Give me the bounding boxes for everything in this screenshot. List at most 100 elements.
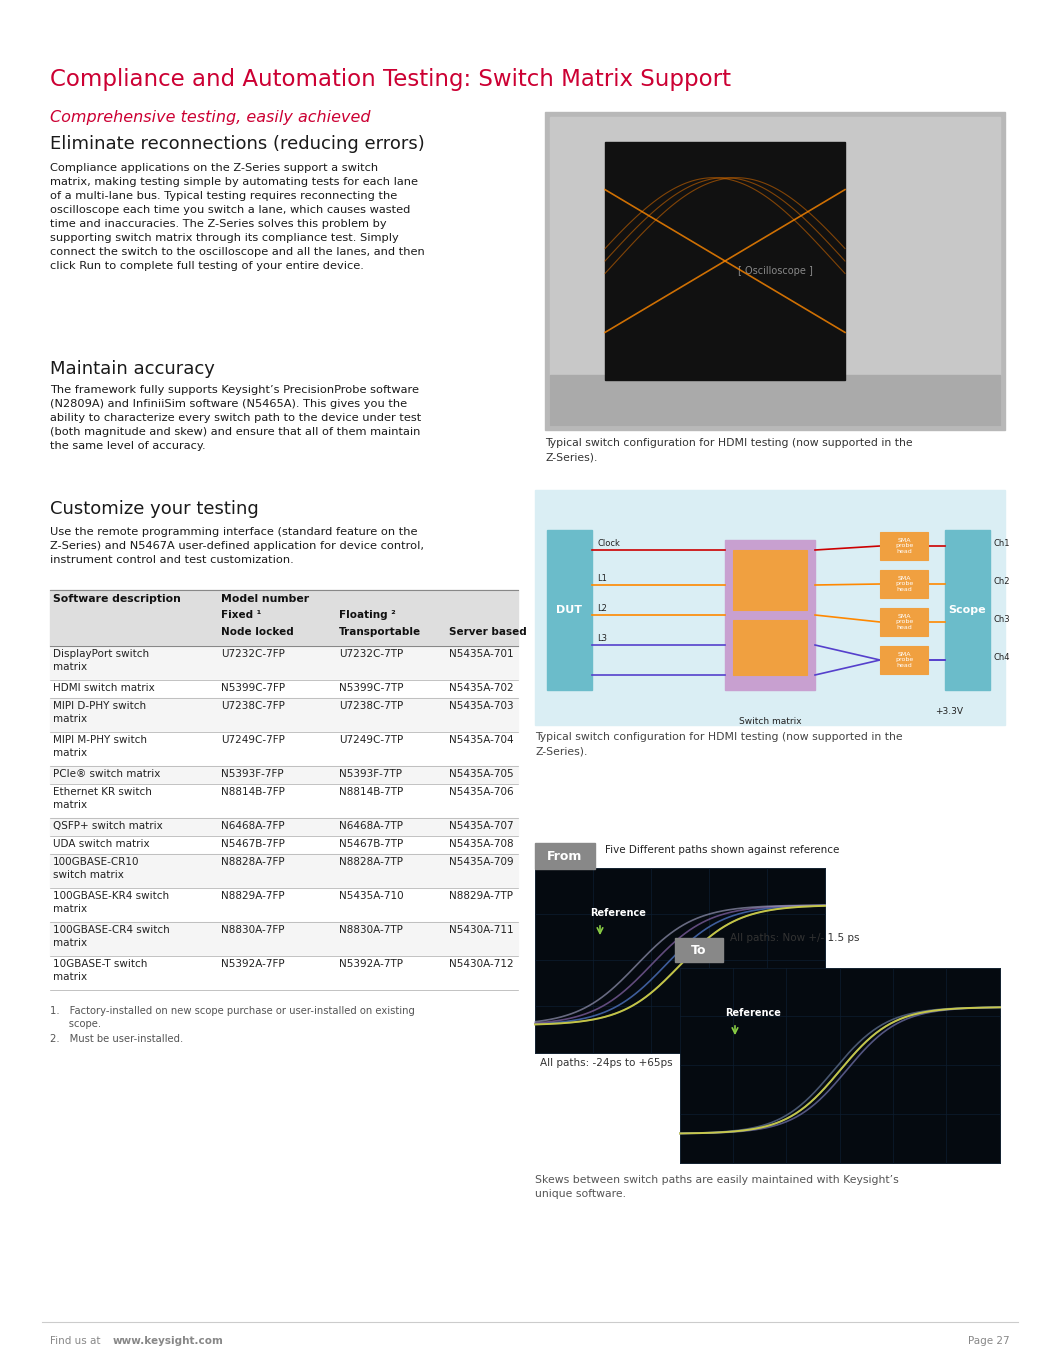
Bar xyxy=(675,938,723,962)
Bar xyxy=(50,836,518,854)
Text: All paths: -24ps to +65ps: All paths: -24ps to +65ps xyxy=(540,1058,673,1068)
Bar xyxy=(946,531,990,690)
Bar xyxy=(880,570,928,598)
Text: N5430A-711: N5430A-711 xyxy=(449,925,514,935)
Text: N5467B-7TP: N5467B-7TP xyxy=(339,839,403,849)
Bar xyxy=(734,620,807,675)
Text: N5393F-7FP: N5393F-7FP xyxy=(220,769,284,779)
Text: Reference: Reference xyxy=(725,1008,781,1019)
Bar xyxy=(880,532,928,559)
Text: Software description: Software description xyxy=(53,594,181,605)
Text: Clock: Clock xyxy=(597,539,620,548)
Text: N8830A-7TP: N8830A-7TP xyxy=(339,925,403,935)
Text: +3.3V: +3.3V xyxy=(935,707,962,716)
Text: L3: L3 xyxy=(597,633,607,643)
Text: U7232C-7FP: U7232C-7FP xyxy=(220,648,285,659)
Bar xyxy=(545,112,1005,430)
Text: Five Different paths shown against reference: Five Different paths shown against refer… xyxy=(605,845,840,856)
Bar xyxy=(50,646,518,680)
Text: U7249C-7FP: U7249C-7FP xyxy=(220,735,285,744)
Text: PCle® switch matrix: PCle® switch matrix xyxy=(53,769,160,779)
Text: N5435A-704: N5435A-704 xyxy=(449,735,514,744)
Text: N5392A-7FP: N5392A-7FP xyxy=(220,958,285,969)
Text: Maintain accuracy: Maintain accuracy xyxy=(50,361,215,378)
Bar xyxy=(605,143,845,380)
Bar xyxy=(50,590,518,646)
Text: N5435A-709: N5435A-709 xyxy=(449,857,514,866)
Text: Scope: Scope xyxy=(949,605,986,616)
Text: N5435A-705: N5435A-705 xyxy=(449,769,514,779)
Text: Eliminate reconnections (reducing errors): Eliminate reconnections (reducing errors… xyxy=(50,134,425,154)
Text: www.keysight.com: www.keysight.com xyxy=(113,1335,224,1346)
Text: UDA switch matrix: UDA switch matrix xyxy=(53,839,149,849)
Text: SMA
probe
head: SMA probe head xyxy=(895,614,913,629)
Text: Ethernet KR switch
matrix: Ethernet KR switch matrix xyxy=(53,787,152,810)
Text: Switch matrix: Switch matrix xyxy=(739,717,801,727)
Text: HDMI switch matrix: HDMI switch matrix xyxy=(53,683,155,692)
Text: All paths: Now +/- 1.5 ps: All paths: Now +/- 1.5 ps xyxy=(730,934,860,943)
Text: Ch4: Ch4 xyxy=(993,654,1009,662)
Text: MIPI M-PHY switch
matrix: MIPI M-PHY switch matrix xyxy=(53,735,147,758)
Text: Node locked: Node locked xyxy=(220,627,294,638)
Bar xyxy=(535,489,1005,725)
Text: Use the remote programming interface (standard feature on the
Z-Series) and N546: Use the remote programming interface (st… xyxy=(50,526,424,565)
Text: N8829A-7FP: N8829A-7FP xyxy=(220,891,285,901)
Text: Find us at: Find us at xyxy=(50,1335,104,1346)
Text: Skews between switch paths are easily maintained with Keysight’s
unique software: Skews between switch paths are easily ma… xyxy=(535,1175,899,1200)
Text: Compliance and Automation Testing: Switch Matrix Support: Compliance and Automation Testing: Switc… xyxy=(50,69,731,90)
Text: The framework fully supports Keysight’s PrecisionProbe software
(N2809A) and Inf: The framework fully supports Keysight’s … xyxy=(50,385,421,451)
Text: Fixed ¹: Fixed ¹ xyxy=(220,610,261,620)
Text: SMA
probe
head: SMA probe head xyxy=(895,653,913,668)
Text: N5399C-7TP: N5399C-7TP xyxy=(339,683,404,692)
Text: MIPI D-PHY switch
matrix: MIPI D-PHY switch matrix xyxy=(53,701,146,724)
Bar xyxy=(725,540,815,690)
Text: 100GBASE-CR10
switch matrix: 100GBASE-CR10 switch matrix xyxy=(53,857,140,880)
Text: DUT: DUT xyxy=(556,605,582,616)
Bar xyxy=(547,531,591,690)
Text: N5435A-708: N5435A-708 xyxy=(449,839,514,849)
Text: N5399C-7FP: N5399C-7FP xyxy=(220,683,285,692)
Text: U7232C-7TP: U7232C-7TP xyxy=(339,648,403,659)
Text: N8814B-7TP: N8814B-7TP xyxy=(339,787,403,797)
Text: 1. Factory-installed on new scope purchase or user-installed on existing
      s: 1. Factory-installed on new scope purcha… xyxy=(50,1006,414,1030)
Text: SMA
probe
head: SMA probe head xyxy=(895,537,913,554)
Bar xyxy=(50,888,518,923)
Bar xyxy=(50,680,518,698)
Text: N5435A-703: N5435A-703 xyxy=(449,701,514,712)
Text: To: To xyxy=(691,943,707,957)
Text: From: From xyxy=(547,850,583,862)
Text: 100GBASE-CR4 switch
matrix: 100GBASE-CR4 switch matrix xyxy=(53,925,170,947)
Text: U7238C-7TP: U7238C-7TP xyxy=(339,701,403,712)
Bar xyxy=(550,376,1000,425)
Text: N6468A-7TP: N6468A-7TP xyxy=(339,821,403,831)
Text: N5435A-702: N5435A-702 xyxy=(449,683,514,692)
Bar xyxy=(50,956,518,990)
Text: U7238C-7FP: U7238C-7FP xyxy=(220,701,285,712)
Text: [ Oscilloscope ]: [ Oscilloscope ] xyxy=(738,266,812,276)
Bar xyxy=(880,646,928,675)
Text: N5435A-707: N5435A-707 xyxy=(449,821,514,831)
Bar xyxy=(734,550,807,610)
Text: 2. Must be user-installed.: 2. Must be user-installed. xyxy=(50,1034,183,1043)
Text: N5430A-712: N5430A-712 xyxy=(449,958,514,969)
Bar xyxy=(550,117,1000,425)
Text: N5467B-7FP: N5467B-7FP xyxy=(220,839,285,849)
Text: N6468A-7FP: N6468A-7FP xyxy=(220,821,285,831)
Text: N8829A-7TP: N8829A-7TP xyxy=(449,891,513,901)
Text: Page 27: Page 27 xyxy=(969,1335,1010,1346)
Text: Compliance applications on the Z-Series support a switch
matrix, making testing : Compliance applications on the Z-Series … xyxy=(50,163,425,271)
Bar xyxy=(50,923,518,956)
Bar xyxy=(880,607,928,636)
Text: DisplayPort switch
matrix: DisplayPort switch matrix xyxy=(53,648,149,672)
Bar xyxy=(681,968,1000,1163)
Text: N8828A-7TP: N8828A-7TP xyxy=(339,857,403,866)
Bar xyxy=(535,868,825,1053)
Bar xyxy=(50,732,518,766)
Text: 10GBASE-T switch
matrix: 10GBASE-T switch matrix xyxy=(53,958,147,982)
Text: Typical switch configuration for HDMI testing (now supported in the
Z-Series).: Typical switch configuration for HDMI te… xyxy=(545,437,913,462)
Bar xyxy=(50,698,518,732)
Bar xyxy=(50,854,518,888)
Text: Comprehensive testing, easily achieved: Comprehensive testing, easily achieved xyxy=(50,110,371,125)
Text: N5435A-710: N5435A-710 xyxy=(339,891,404,901)
Text: SMA
probe
head: SMA probe head xyxy=(895,576,913,592)
